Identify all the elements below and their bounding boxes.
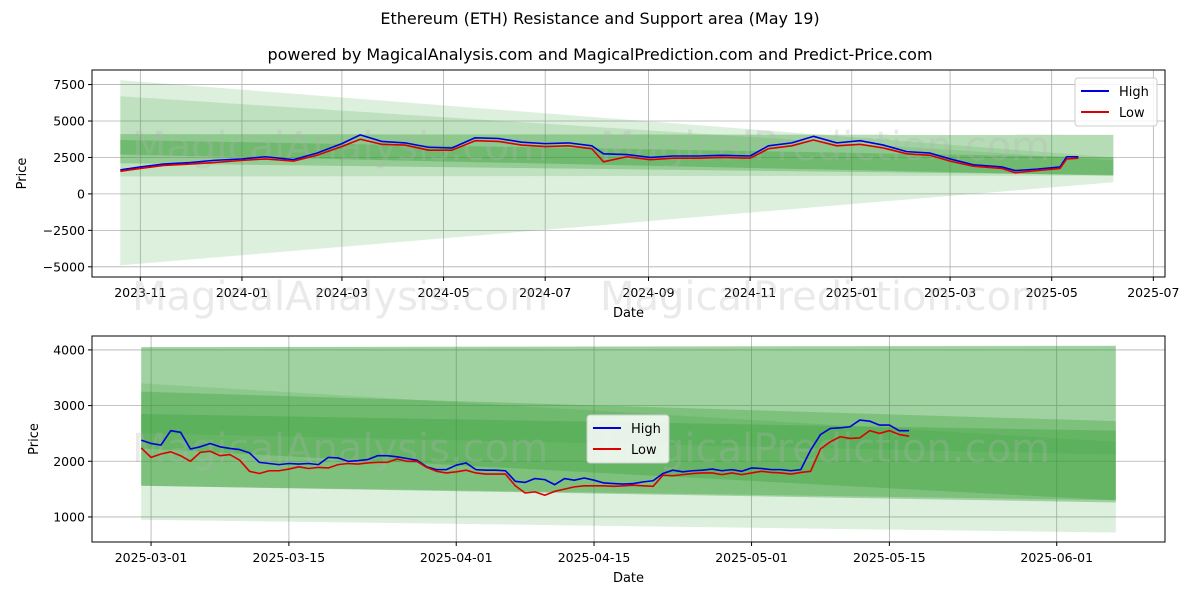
plot-1: MagicalAnalysis.com MagicalPrediction.com… (15, 69, 1179, 321)
watermark-analysis-2: MagicalAnalysis.com (132, 274, 548, 320)
y-tick-label: 2000 (53, 454, 85, 469)
x-tick-label: 2023-11 (114, 285, 166, 300)
x-tick-label: 2025-03-15 (253, 550, 326, 565)
legend: High Low (586, 414, 670, 464)
y-tick-label: 5000 (53, 114, 85, 129)
legend-label-high: High (1119, 85, 1149, 100)
x-tick-label: 2025-05-01 (715, 550, 788, 565)
legend: High Low (1074, 77, 1158, 127)
y-tick-label: 0 (77, 186, 85, 201)
x-axis-label: Date (613, 306, 644, 321)
x-tick-label: 2024-09 (622, 285, 674, 300)
series-lines (140, 419, 910, 497)
y-tick-label: 4000 (53, 342, 85, 357)
watermark-prediction: MagicalPrediction.com (600, 124, 1050, 170)
y-tick-label: 1000 (53, 509, 85, 524)
x-tick-label: 2025-01 (826, 285, 878, 300)
y-tick-label: −2500 (43, 223, 85, 238)
series-line-high (140, 419, 910, 486)
chart-title: Ethereum (ETH) Resistance and Support ar… (380, 9, 820, 28)
x-tick-label: 2025-03-01 (115, 550, 188, 565)
watermark-prediction: MagicalPrediction.com (600, 426, 1050, 472)
x-tick-label: 2025-04-01 (420, 550, 493, 565)
series-line-low (140, 429, 910, 497)
series-line-high (120, 134, 1079, 172)
x-tick-label: 2024-07 (519, 285, 571, 300)
grid (92, 336, 1165, 542)
x-tick-label: 2025-06-01 (1020, 550, 1093, 565)
y-tick-label: 3000 (53, 398, 85, 413)
x-tick-label: 2024-03 (316, 285, 368, 300)
band-2 (120, 96, 1114, 177)
plot-frame (91, 69, 1166, 278)
band-1 (120, 80, 1114, 266)
x-tick-label: 2024-01 (216, 285, 268, 300)
y-tick-label: 2500 (53, 150, 85, 165)
support-resistance-bands (120, 80, 1114, 266)
watermark-prediction-2: MagicalPrediction.com (600, 274, 1050, 320)
x-axis-label: Date (613, 571, 644, 586)
x-tick-label: 2024-05 (417, 285, 469, 300)
y-axis-label: Price (15, 158, 30, 190)
x-tick-label: 2025-04-15 (558, 550, 631, 565)
plot-2: MagicalAnalysis.com MagicalPrediction.com… (27, 335, 1166, 586)
y-tick-label: 7500 (53, 77, 85, 92)
legend-label-high: High (631, 422, 661, 437)
series-lines (120, 134, 1079, 174)
x-tick-label: 2025-03 (924, 285, 976, 300)
y-axis-label: Price (27, 423, 42, 455)
band-4 (120, 139, 1114, 175)
legend-label-low: Low (1119, 106, 1145, 121)
x-tick-label: 2025-05 (1026, 285, 1078, 300)
legend-label-low: Low (631, 443, 657, 458)
y-tick-label: −5000 (43, 259, 85, 274)
x-tick-label: 2024-11 (724, 285, 776, 300)
chart-subtitle: powered by MagicalAnalysis.com and Magic… (267, 45, 933, 64)
x-tick-label: 2025-05-15 (853, 550, 926, 565)
series-line-low (120, 138, 1079, 174)
plot-frame (91, 335, 1166, 543)
x-tick-label: 2025-07 (1127, 285, 1179, 300)
